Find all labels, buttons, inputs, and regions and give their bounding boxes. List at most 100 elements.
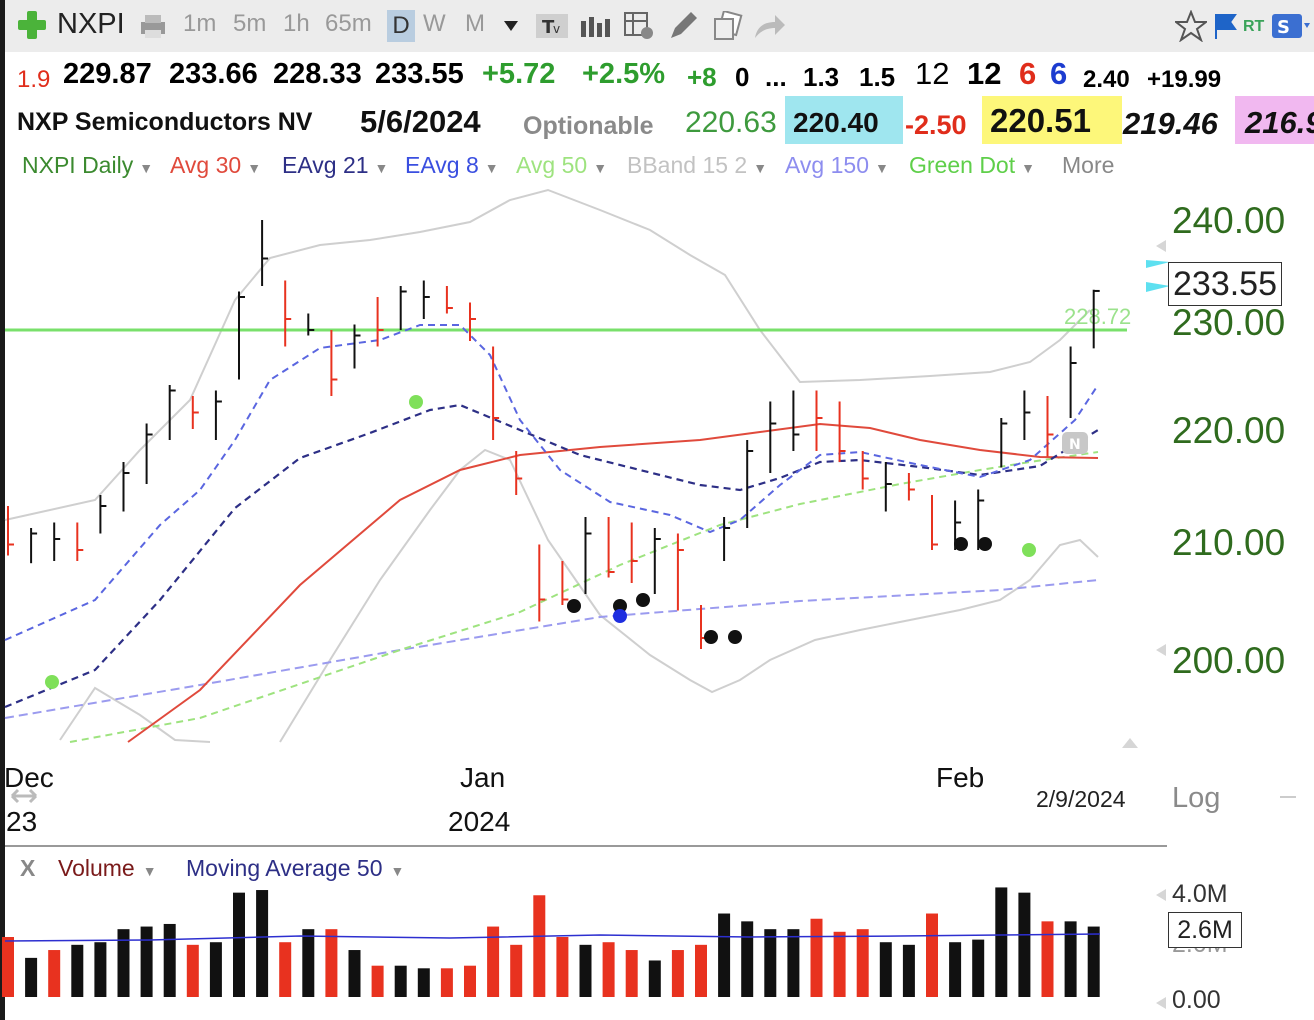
symbol-input[interactable]: NXPI <box>57 8 125 40</box>
quote-f6: 12 <box>915 56 950 91</box>
timeframe-d-selected[interactable]: D <box>387 10 415 42</box>
price-bar <box>7 506 14 556</box>
price-bar <box>538 544 546 622</box>
copy-icon[interactable] <box>711 11 743 41</box>
price-bar <box>584 517 592 594</box>
volume-bar <box>48 950 61 997</box>
legend-avg30[interactable]: Avg 30 ▼ <box>170 152 262 178</box>
volume-bar <box>833 931 846 997</box>
star-icon[interactable] <box>1175 10 1207 42</box>
volume-bar <box>325 929 338 997</box>
svg-text:v: v <box>553 22 560 36</box>
volume-bar <box>671 950 684 997</box>
legend-eavg21[interactable]: EAvg 21 ▼ <box>282 152 389 178</box>
volume-bar <box>787 929 800 997</box>
timeframe-w[interactable]: W <box>423 10 446 37</box>
volume-bar <box>1018 892 1031 997</box>
volume-bars <box>2 887 1100 997</box>
quote-p2: 220.40 <box>785 96 903 144</box>
legend-more[interactable]: More <box>1062 152 1115 178</box>
quote-f11: +19.99 <box>1147 66 1222 93</box>
legend-daily[interactable]: NXPI Daily ▼ <box>22 152 154 178</box>
legend-eavg8[interactable]: EAvg 8 ▼ <box>405 152 499 178</box>
price-axis-230: 230.00 <box>1172 302 1286 343</box>
price-chart[interactable]: 228.72 N <box>0 0 1314 845</box>
volume-axis-0: 0.00 <box>1172 986 1221 1014</box>
x-label-dec: Dec <box>4 762 54 793</box>
price-axis-210: 210.00 <box>1172 522 1286 563</box>
pencil-icon[interactable] <box>667 10 699 42</box>
legend-avg150[interactable]: Avg 150 ▼ <box>785 152 889 178</box>
price-bar <box>238 291 245 380</box>
price-bar <box>700 605 707 649</box>
timeframe-65m[interactable]: 65m <box>325 10 372 37</box>
price-bar <box>607 517 615 578</box>
add-symbol-icon[interactable] <box>17 10 47 40</box>
price-bar <box>515 451 523 495</box>
timeframe-1h[interactable]: 1h <box>283 10 310 37</box>
volume-bar <box>417 968 430 997</box>
volume-close-button[interactable]: X <box>20 855 36 881</box>
share-icon[interactable] <box>753 12 787 40</box>
news-marker-icon[interactable]: N <box>1062 432 1088 454</box>
legend-volume[interactable]: Volume ▼ <box>58 855 157 881</box>
volume-bar <box>1041 921 1054 997</box>
volume-chart[interactable] <box>0 847 1314 1020</box>
stock-info-icon[interactable]: S <box>1271 13 1311 39</box>
bband-lower-2 <box>279 448 1099 743</box>
x-label-feb: Feb <box>936 762 985 793</box>
eavg21-line <box>4 403 1099 709</box>
print-icon[interactable] <box>137 12 169 40</box>
price-bar <box>469 302 476 341</box>
bar-chart-icon[interactable] <box>579 13 611 39</box>
avg30-line <box>127 422 1099 743</box>
volume-bar <box>949 942 962 997</box>
volume-bar <box>487 926 500 997</box>
legend-volume-ma[interactable]: Moving Average 50 ▼ <box>186 855 405 881</box>
price-bar <box>214 390 222 440</box>
chevron-down-icon[interactable] <box>503 20 519 32</box>
pane-divider[interactable] <box>5 845 1167 847</box>
marker-dots <box>567 537 992 644</box>
quote-f7: 12 <box>967 56 1002 91</box>
x-label-year: 2024 <box>448 806 511 837</box>
expand-icon <box>1122 738 1138 748</box>
price-bar <box>307 313 315 336</box>
volume-bar <box>556 937 569 997</box>
green-line-label: 228.72 <box>1064 304 1131 329</box>
quote-f10: 2.40 <box>1083 66 1130 93</box>
log-toggle[interactable]: Log <box>1172 782 1221 814</box>
green-dot <box>1022 543 1036 557</box>
black-dot <box>567 599 581 613</box>
scroll-down-icon <box>1156 644 1166 656</box>
quote-p6: 216.9 <box>1235 96 1314 144</box>
legend-bband[interactable]: BBand 15 2 ▼ <box>627 152 768 178</box>
legend-greendot[interactable]: Green Dot ▼ <box>909 152 1035 178</box>
price-bar <box>769 401 777 473</box>
price-bar <box>168 385 176 440</box>
volume-current-box: 2.6M <box>1168 912 1242 948</box>
volume-bar <box>648 960 661 997</box>
volume-bar <box>902 944 915 997</box>
quote-high: 233.66 <box>169 58 258 90</box>
legend-avg50[interactable]: Avg 50 ▼ <box>516 152 608 178</box>
timeframe-1m[interactable]: 1m <box>183 10 217 37</box>
grid-settings-icon[interactable] <box>623 11 655 41</box>
flag-icon[interactable] <box>1213 12 1239 40</box>
realtime-label[interactable]: RT <box>1243 18 1265 35</box>
volume-bar <box>117 929 130 997</box>
price-bar <box>122 462 130 512</box>
timeframe-m[interactable]: M <box>465 10 485 37</box>
volume-axis-marker-icon <box>1156 889 1166 901</box>
pan-arrows-icon[interactable] <box>10 788 38 804</box>
price-marker-cyan-icon <box>1146 282 1170 292</box>
text-tool-icon[interactable]: Tv <box>535 13 569 39</box>
timeframe-5m[interactable]: 5m <box>233 10 267 37</box>
price-bar <box>746 440 754 528</box>
bband-upper <box>4 188 1091 521</box>
volume-bar <box>464 965 476 997</box>
price-bar <box>422 280 430 319</box>
volume-bar <box>279 942 292 997</box>
bband-lower <box>59 686 211 743</box>
price-bar <box>376 297 384 347</box>
